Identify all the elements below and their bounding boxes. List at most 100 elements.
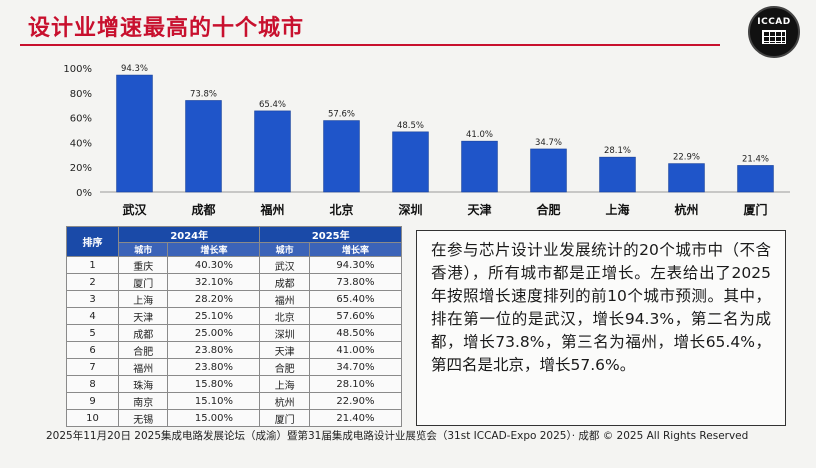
data-label: 34.7%: [535, 138, 562, 148]
growth-2024-cell: 15.10%: [167, 392, 261, 410]
rank-cell: 2: [66, 273, 119, 291]
city-2024-cell: 福州: [117, 358, 169, 376]
rank-cell: 8: [66, 375, 119, 393]
growth-2024-cell: 15.80%: [167, 375, 261, 393]
growth-bar-chart: 0% 20% 40% 60% 80% 100% 94.3% 武汉 73.8% 成都 65.4% 福州 5…: [60, 50, 800, 225]
rank-cell: 1: [66, 256, 119, 274]
summary-note: 在参与芯片设计业发展统计的20个城市中（不含香港），所有城市都是正增长。左表给出…: [416, 230, 786, 426]
bar: [530, 148, 567, 193]
city-2025-cell: 天津: [259, 341, 310, 359]
growth-2025-cell: 34.70%: [308, 358, 403, 376]
rank-cell: 5: [66, 324, 119, 342]
rank-cell: 7: [66, 358, 119, 376]
bar: [392, 131, 429, 193]
city-2024-cell: 珠海: [117, 375, 169, 393]
y-tick-label: 40%: [70, 138, 92, 149]
city-2024-cell: 上海: [117, 290, 169, 308]
footer-text: 2025年11月20日 2025集成电路发展论坛（成渝）暨第31届集成电路设计业…: [46, 430, 749, 442]
city-2025-cell: 成都: [259, 273, 310, 291]
ranking-table-container: 排序 2024年 2025年 城市 增长率 城市 增长率 1 重庆 40.30% 武汉…: [66, 226, 403, 427]
table-body: 1 重庆 40.30% 武汉 94.30% 2 厦门 32.10% 成都 73.80% 3 上海 28.…: [66, 256, 403, 427]
logo-grid-icon: [762, 29, 786, 44]
table-row: 1 重庆 40.30% 武汉 94.30%: [66, 256, 403, 274]
title-divider: [20, 44, 720, 46]
x-tick-label: 成都: [191, 202, 215, 217]
y-tick-label: 0%: [76, 188, 92, 199]
rank-cell: 10: [66, 409, 119, 427]
y-tick-label: 100%: [63, 64, 92, 75]
city-2025-cell: 深圳: [259, 324, 310, 342]
y-tick-label: 20%: [70, 163, 92, 174]
city-2025-cell: 北京: [259, 307, 310, 325]
city-2025-header: 城市: [259, 242, 310, 257]
city-2024-cell: 天津: [117, 307, 169, 325]
city-2025-cell: 上海: [259, 375, 310, 393]
growth-2025-cell: 28.10%: [308, 375, 403, 393]
city-2024-cell: 厦门: [117, 273, 169, 291]
bar: [116, 74, 153, 193]
x-tick-label: 福州: [259, 202, 284, 217]
city-2024-header: 城市: [117, 242, 169, 257]
growth-2025-cell: 73.80%: [308, 273, 403, 291]
year-2024-header: 2024年: [117, 226, 261, 243]
growth-2025-cell: 22.90%: [308, 392, 403, 410]
x-tick-label: 天津: [467, 202, 491, 217]
data-label: 57.6%: [328, 110, 355, 120]
x-tick-label: 合肥: [536, 202, 560, 217]
x-tick-label: 上海: [605, 202, 629, 217]
data-label: 21.4%: [742, 154, 769, 164]
rank-header: 排序: [66, 226, 119, 257]
data-label: 28.1%: [604, 146, 631, 156]
growth-2024-cell: 23.80%: [167, 341, 261, 359]
growth-2025-cell: 41.00%: [308, 341, 403, 359]
city-2025-cell: 福州: [259, 290, 310, 308]
table-row: 4 天津 25.10% 北京 57.60%: [66, 307, 403, 325]
iccad-logo: ICCAD: [748, 6, 800, 58]
growth-2024-cell: 25.10%: [167, 307, 261, 325]
table-row: 10 无锡 15.00% 厦门 21.40%: [66, 409, 403, 427]
bar: [737, 165, 774, 193]
growth-2024-header: 增长率: [167, 242, 261, 257]
growth-2024-cell: 25.00%: [167, 324, 261, 342]
table-row: 9 南京 15.10% 杭州 22.90%: [66, 392, 403, 410]
growth-2025-header: 增长率: [308, 242, 403, 257]
growth-2024-cell: 40.30%: [167, 256, 261, 274]
growth-2025-cell: 21.40%: [308, 409, 403, 427]
table-row: 3 上海 28.20% 福州 65.40%: [66, 290, 403, 308]
growth-2024-cell: 15.00%: [167, 409, 261, 427]
data-label: 73.8%: [190, 89, 217, 99]
city-2024-cell: 无锡: [117, 409, 169, 427]
city-2025-cell: 厦门: [259, 409, 310, 427]
x-tick-label: 厦门: [743, 202, 767, 217]
growth-2025-cell: 57.60%: [308, 307, 403, 325]
rank-cell: 9: [66, 392, 119, 410]
rank-cell: 3: [66, 290, 119, 308]
growth-2024-cell: 28.20%: [167, 290, 261, 308]
data-label: 48.5%: [397, 121, 424, 131]
growth-2025-cell: 94.30%: [308, 256, 403, 274]
growth-2024-cell: 32.10%: [167, 273, 261, 291]
city-2025-cell: 杭州: [259, 392, 310, 410]
table-row: 6 合肥 23.80% 天津 41.00%: [66, 341, 403, 359]
bar: [323, 120, 360, 193]
x-tick-label: 深圳: [398, 202, 422, 217]
table-row: 2 厦门 32.10% 成都 73.80%: [66, 273, 403, 291]
city-2025-cell: 武汉: [259, 256, 310, 274]
growth-2025-cell: 48.50%: [308, 324, 403, 342]
data-label: 94.3%: [121, 64, 148, 74]
city-2024-cell: 合肥: [117, 341, 169, 359]
table-row: 5 成都 25.00% 深圳 48.50%: [66, 324, 403, 342]
year-2025-header: 2025年: [259, 226, 402, 243]
bar: [599, 156, 636, 193]
page-title: 设计业增速最高的十个城市: [28, 16, 305, 41]
data-label: 41.0%: [466, 130, 493, 140]
data-label: 22.9%: [673, 153, 700, 163]
x-tick-label: 武汉: [122, 202, 147, 217]
data-label: 65.4%: [259, 100, 286, 110]
rank-cell: 4: [66, 307, 119, 325]
bar: [461, 140, 498, 193]
y-tick-label: 60%: [70, 114, 92, 125]
bar-chart-svg: 0% 20% 40% 60% 80% 100% 94.3% 武汉 73.8% 成都 65.4% 福州 5…: [63, 64, 790, 217]
table-row: 7 福州 23.80% 合肥 34.70%: [66, 358, 403, 376]
rank-cell: 6: [66, 341, 119, 359]
